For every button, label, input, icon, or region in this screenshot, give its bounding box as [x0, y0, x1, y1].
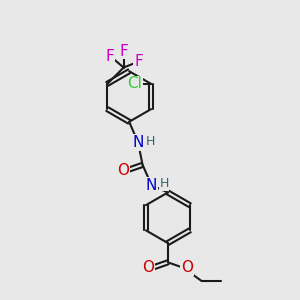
Text: O: O — [181, 260, 193, 275]
Text: F: F — [106, 49, 115, 64]
Text: H: H — [159, 177, 169, 190]
Text: F: F — [119, 44, 128, 59]
Text: N: N — [146, 178, 157, 193]
Text: O: O — [118, 163, 130, 178]
Text: O: O — [142, 260, 154, 275]
Text: Cl: Cl — [127, 76, 142, 92]
Text: N: N — [132, 135, 144, 150]
Text: H: H — [146, 135, 155, 148]
Text: F: F — [134, 54, 143, 69]
